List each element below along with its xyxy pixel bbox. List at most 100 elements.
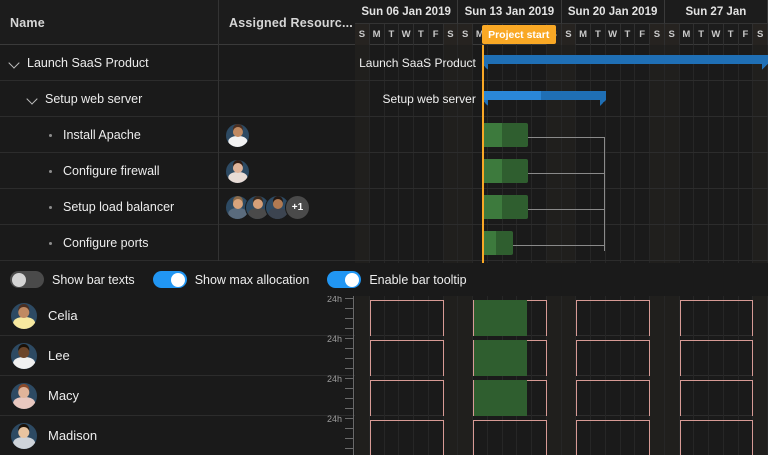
avatar-overflow-badge[interactable]: +1 [285, 194, 310, 220]
toggle-enable-bar-tooltip[interactable]: Enable bar tooltip [327, 271, 467, 288]
gantt-summary-bar[interactable]: Launch SaaS Product [359, 55, 768, 70]
histogram-grid-column [503, 416, 518, 455]
avatar[interactable] [225, 158, 250, 184]
histogram-grid-column [694, 416, 709, 455]
timeline-week-header[interactable]: Sun 06 Jan 2019 [355, 0, 459, 24]
histogram-grid-column [576, 336, 591, 376]
summary-bar-tail-left [481, 100, 488, 106]
task-name-cell[interactable]: Setup web server [0, 81, 218, 117]
histogram-grid-column [399, 416, 414, 455]
avatar[interactable] [10, 381, 38, 410]
table-row[interactable]: Install Apache [0, 117, 355, 153]
histogram-grid-column [385, 376, 400, 416]
resource-row[interactable]: Celia [0, 296, 320, 336]
table-row[interactable]: Configure firewall [0, 153, 355, 189]
histogram-grid-column [546, 336, 562, 376]
table-row[interactable]: Launch SaaS Product [0, 45, 355, 81]
gantt-task-bar[interactable]: Install Apache [481, 123, 528, 147]
task-name-cell[interactable]: Install Apache [0, 117, 218, 153]
gantt-summary-bar[interactable]: Setup web server [382, 91, 606, 106]
timeline-day-header[interactable]: W [606, 24, 621, 45]
assigned-resources-cell[interactable] [218, 117, 355, 153]
timeline-day-header[interactable]: S [650, 24, 665, 45]
toggle-knob [12, 272, 26, 287]
assigned-resources-cell[interactable] [218, 153, 355, 189]
timeline-week-header[interactable]: Sun 20 Jan 2019 [561, 0, 665, 24]
assigned-resources-cell[interactable] [218, 45, 355, 81]
task-name-cell[interactable]: Setup load balancer [0, 189, 218, 225]
gantt-task-bar[interactable]: Configure ports [481, 231, 513, 255]
resource-row[interactable]: Macy [0, 376, 320, 416]
timeline-day-header[interactable]: S [664, 24, 680, 45]
project-start-marker[interactable]: Project start [481, 25, 556, 44]
histogram-grid-column [517, 296, 532, 336]
avatar[interactable] [10, 301, 38, 330]
timeline-day-header[interactable]: M [370, 24, 385, 45]
dependency-line [527, 209, 604, 210]
timeline-day-header[interactable]: F [429, 24, 444, 45]
chevron-down-icon[interactable] [8, 56, 22, 70]
avatar[interactable] [10, 421, 38, 450]
histogram-grid-column [709, 416, 724, 455]
toggle-switch[interactable] [152, 271, 187, 288]
task-name-cell[interactable]: Configure firewall [0, 153, 218, 189]
timeline-day-header[interactable]: M [680, 24, 695, 45]
table-row[interactable]: Configure ports [0, 225, 355, 261]
histogram-axis-tick [345, 358, 353, 359]
task-name-cell[interactable]: Configure ports [0, 225, 218, 261]
task-name-cell[interactable]: Launch SaaS Product [0, 45, 218, 81]
assigned-resources-cell[interactable]: +1 [218, 189, 355, 225]
timeline-body[interactable]: Launch SaaS Product Setup web server Insta… [355, 45, 768, 263]
allocation-bar[interactable] [474, 380, 528, 416]
timeline-day-header[interactable]: W [399, 24, 414, 45]
table-row[interactable]: Setup load balancer +1 [0, 189, 355, 225]
allocation-bar[interactable] [474, 340, 528, 376]
timeline-day-header[interactable]: F [635, 24, 650, 45]
assigned-resources-cell[interactable] [218, 81, 355, 117]
toggle-switch[interactable] [327, 271, 362, 288]
timeline-day-header[interactable]: M [576, 24, 591, 45]
task-name-label: Setup load balancer [63, 200, 175, 214]
timeline-day-header[interactable]: T [694, 24, 709, 45]
table-row[interactable]: Setup web server [0, 81, 355, 117]
timeline-day-header[interactable]: T [621, 24, 636, 45]
resource-row[interactable]: Madison [0, 416, 320, 455]
timeline-grid-column [591, 45, 606, 263]
timeline-day-header[interactable]: S [561, 24, 577, 45]
assigned-resources-cell[interactable] [218, 225, 355, 261]
timeline-day-header[interactable]: S [753, 24, 768, 45]
histogram-axis-tick [345, 398, 353, 399]
gantt-task-bar[interactable]: Configure firewall [481, 159, 528, 183]
histogram-grid-column [650, 416, 665, 455]
allocation-bar[interactable] [474, 300, 528, 336]
timeline-grid-column [694, 45, 709, 263]
histogram-axis-tick [345, 418, 353, 419]
toggle-switch[interactable] [10, 271, 44, 288]
avatar[interactable] [225, 122, 250, 148]
column-header-assigned-resources[interactable]: Assigned Resourc... [218, 0, 355, 45]
timeline-day-header[interactable]: W [709, 24, 724, 45]
gantt-task-bar[interactable]: Setup load balancer [481, 195, 528, 219]
resource-row[interactable]: Lee [0, 336, 320, 376]
timeline-day-header[interactable]: S [458, 24, 473, 45]
toggle-show-bar-texts[interactable]: Show bar texts [10, 271, 135, 288]
timeline-day-header[interactable]: S [355, 24, 370, 45]
histogram-axis-tick [345, 378, 353, 379]
timeline-week-header[interactable]: Sun 27 Jan [664, 0, 768, 24]
column-header-name[interactable]: Name [10, 15, 45, 30]
avatar[interactable] [10, 341, 38, 370]
histogram-grid-column [606, 376, 621, 416]
summary-bar-tail-right [761, 64, 768, 70]
timeline-day-header[interactable]: S [443, 24, 459, 45]
timeline-day-header[interactable]: T [724, 24, 739, 45]
timeline-day-header[interactable]: T [591, 24, 606, 45]
timeline-day-header[interactable]: F [739, 24, 754, 45]
toggle-show-max-allocation[interactable]: Show max allocation [152, 271, 309, 288]
histogram-grid-column [709, 296, 724, 336]
chevron-down-icon[interactable] [26, 92, 40, 106]
timeline-day-header[interactable]: T [385, 24, 400, 45]
timeline-day-header[interactable]: T [414, 24, 429, 45]
histogram-grid-column [458, 376, 473, 416]
timeline-week-header[interactable]: Sun 13 Jan 2019 [458, 0, 562, 24]
